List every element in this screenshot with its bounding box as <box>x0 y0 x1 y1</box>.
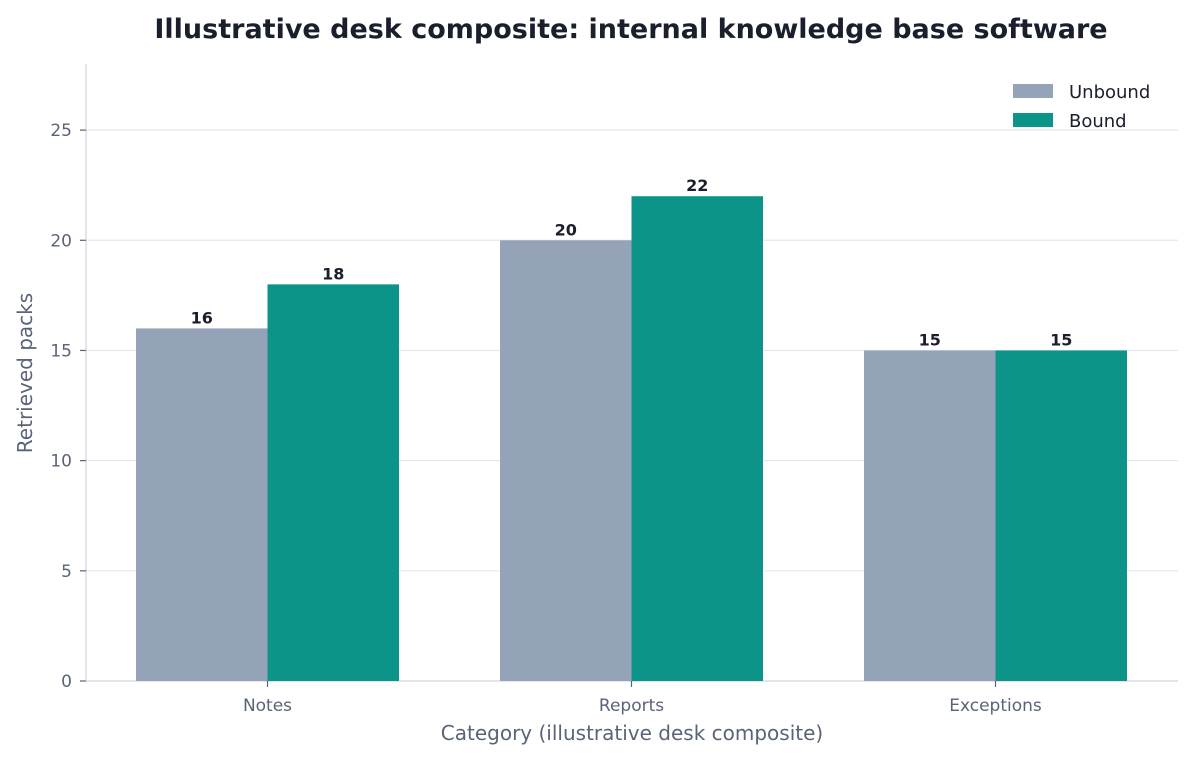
bars <box>136 196 1127 682</box>
bar-unbound-reports <box>500 240 632 682</box>
y-tick-label: 10 <box>50 452 72 472</box>
data-label: 18 <box>322 264 344 283</box>
legend-label: Unbound <box>1069 82 1150 103</box>
bar-unbound-exceptions <box>864 350 996 681</box>
data-label: 16 <box>191 308 213 327</box>
x-axis-label: Category (illustrative desk composite) <box>441 721 823 745</box>
x-tick-label: Exceptions <box>949 696 1042 716</box>
x-tick-label: Notes <box>243 696 292 716</box>
data-label: 20 <box>555 220 577 239</box>
x-ticks: Notes Reports Exceptions <box>243 681 1042 716</box>
y-tick-label: 20 <box>50 231 72 251</box>
data-labels: 16 18 20 22 15 15 <box>191 176 1073 349</box>
y-ticks: 0 5 10 15 20 25 <box>50 121 86 692</box>
legend: Unbound Bound <box>1013 82 1150 132</box>
y-axis-label: Retrieved packs <box>13 293 37 453</box>
y-tick-label: 0 <box>61 672 72 692</box>
bar-bound-reports <box>631 196 763 681</box>
x-tick-label: Reports <box>599 696 664 716</box>
bar-bound-notes <box>267 284 399 681</box>
y-tick-label: 15 <box>50 341 72 361</box>
data-label: 22 <box>686 176 708 195</box>
bar-unbound-notes <box>136 328 268 681</box>
chart-title: Illustrative desk composite: internal kn… <box>154 14 1107 45</box>
y-tick-label: 25 <box>50 121 72 141</box>
bar-bound-exceptions <box>995 350 1127 681</box>
legend-label: Bound <box>1069 111 1127 132</box>
data-label: 15 <box>1050 330 1072 349</box>
data-label: 15 <box>919 330 941 349</box>
y-tick-label: 5 <box>61 562 72 582</box>
legend-swatch-bound <box>1013 113 1053 127</box>
legend-swatch-unbound <box>1013 84 1053 98</box>
